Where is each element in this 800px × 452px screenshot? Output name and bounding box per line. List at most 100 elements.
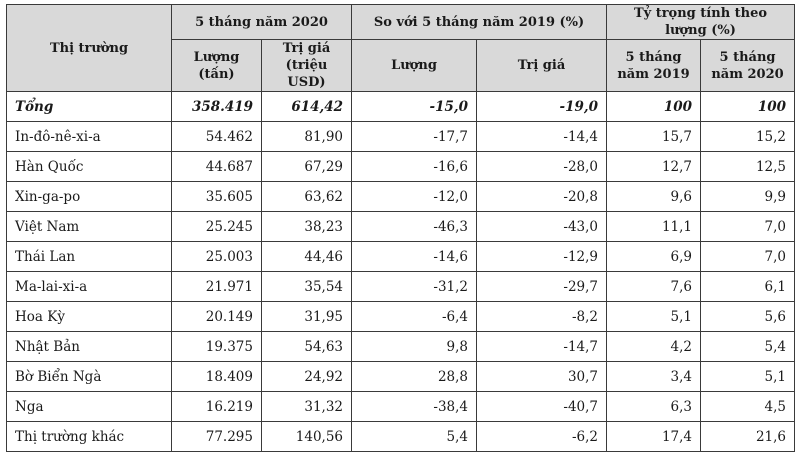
cell-qty: 25.003 xyxy=(171,241,262,272)
cell-chg-qty: -38,4 xyxy=(351,391,478,422)
cell-share-2019: 17,4 xyxy=(606,421,702,452)
cell-share-2020: 4,5 xyxy=(700,391,796,422)
cell-share-2020: 15,2 xyxy=(700,121,796,152)
header-share-2020: 5 tháng năm 2020 xyxy=(700,39,796,92)
cell-chg-qty: -31,2 xyxy=(351,271,478,302)
cell-value: 140,56 xyxy=(260,421,353,452)
cell-chg-value: -19,0 xyxy=(476,91,608,122)
cell-share-2020: 5,1 xyxy=(700,361,796,392)
cell-qty: 44.687 xyxy=(171,151,262,182)
cell-market: Xin-ga-po xyxy=(6,181,172,212)
cell-chg-qty: -17,7 xyxy=(351,121,478,152)
cell-chg-qty: -46,3 xyxy=(351,211,478,242)
cell-chg-qty: 28,8 xyxy=(351,361,478,392)
cell-share-2019: 11,1 xyxy=(606,211,702,242)
cell-value: 614,42 xyxy=(260,91,353,122)
cell-chg-qty: -15,0 xyxy=(351,91,478,122)
cell-share-2020: 6,1 xyxy=(700,271,796,302)
table-row: Thị trường khác 77.295 140,56 5,4 -6,2 1… xyxy=(6,421,796,452)
cell-share-2020: 7,0 xyxy=(700,211,796,242)
cell-qty: 18.409 xyxy=(171,361,262,392)
cell-qty: 77.295 xyxy=(171,421,262,452)
cell-share-2020: 7,0 xyxy=(700,241,796,272)
cell-chg-value: -40,7 xyxy=(476,391,608,422)
cell-chg-qty: -12,0 xyxy=(351,181,478,212)
cell-qty: 16.219 xyxy=(171,391,262,422)
table-row: Nhật Bản 19.375 54,63 9,8 -14,7 4,2 5,4 xyxy=(6,331,796,362)
cell-market: In-đô-nê-xi-a xyxy=(6,121,172,152)
cell-chg-value: -20,8 xyxy=(476,181,608,212)
cell-value: 44,46 xyxy=(260,241,353,272)
cell-market: Hàn Quốc xyxy=(6,151,172,182)
cell-chg-value: -28,0 xyxy=(476,151,608,182)
cell-share-2019: 6,3 xyxy=(606,391,702,422)
cell-qty: 25.245 xyxy=(171,211,262,242)
cell-market: Thái Lan xyxy=(6,241,172,272)
cell-share-2019: 6,9 xyxy=(606,241,702,272)
cell-market: Việt Nam xyxy=(6,211,172,242)
cell-value: 67,29 xyxy=(260,151,353,182)
header-chg-value: Trị giá xyxy=(476,39,608,92)
table-row: In-đô-nê-xi-a 54.462 81,90 -17,7 -14,4 1… xyxy=(6,121,796,152)
cell-share-2019: 3,4 xyxy=(606,361,702,392)
cell-share-2020: 5,6 xyxy=(700,301,796,332)
cell-market: Ma-lai-xi-a xyxy=(6,271,172,302)
table-row: Thái Lan 25.003 44,46 -14,6 -12,9 6,9 7,… xyxy=(6,241,796,272)
table-row: Bờ Biển Ngà 18.409 24,92 28,8 30,7 3,4 5… xyxy=(6,361,796,392)
table-row-total: Tổng 358.419 614,42 -15,0 -19,0 100 100 xyxy=(6,91,796,122)
top-edge-mask xyxy=(0,0,800,4)
cell-chg-value: 30,7 xyxy=(476,361,608,392)
cell-chg-value: -8,2 xyxy=(476,301,608,332)
header-chg-qty: Lượng xyxy=(351,39,478,92)
header-share-2019: 5 tháng năm 2019 xyxy=(606,39,702,92)
cell-value: 54,63 xyxy=(260,331,353,362)
cell-chg-qty: 5,4 xyxy=(351,421,478,452)
header-group-5months-2020: 5 tháng năm 2020 xyxy=(170,4,353,40)
cell-share-2020: 9,9 xyxy=(700,181,796,212)
cell-chg-value: -14,4 xyxy=(476,121,608,152)
cell-chg-qty: 9,8 xyxy=(351,331,478,362)
cell-market: Nga xyxy=(6,391,172,422)
cell-market: Hoa Kỳ xyxy=(6,301,172,332)
market-table: Thị trường 5 tháng năm 2020 So với 5 thá… xyxy=(6,4,796,452)
cell-share-2019: 15,7 xyxy=(606,121,702,152)
cell-qty: 358.419 xyxy=(171,91,262,122)
cell-qty: 20.149 xyxy=(171,301,262,332)
table-row: Hàn Quốc 44.687 67,29 -16,6 -28,0 12,7 1… xyxy=(6,151,796,182)
cell-share-2019: 9,6 xyxy=(606,181,702,212)
cell-market: Bờ Biển Ngà xyxy=(6,361,172,392)
cell-share-2019: 7,6 xyxy=(606,271,702,302)
cell-market: Nhật Bản xyxy=(6,331,172,362)
header-group-share: Tỷ trọng tính theo lượng (%) xyxy=(606,4,796,40)
cell-chg-value: -29,7 xyxy=(476,271,608,302)
cell-value: 31,32 xyxy=(260,391,353,422)
cell-chg-value: -12,9 xyxy=(476,241,608,272)
cell-share-2020: 100 xyxy=(700,91,796,122)
cell-qty: 54.462 xyxy=(171,121,262,152)
cell-share-2019: 4,2 xyxy=(606,331,702,362)
cell-share-2019: 100 xyxy=(606,91,702,122)
table-row: Xin-ga-po 35.605 63,62 -12,0 -20,8 9,6 9… xyxy=(6,181,796,212)
cell-market: Thị trường khác xyxy=(6,421,172,452)
cell-value: 24,92 xyxy=(260,361,353,392)
table-row: Việt Nam 25.245 38,23 -46,3 -43,0 11,1 7… xyxy=(6,211,796,242)
cell-share-2019: 12,7 xyxy=(606,151,702,182)
cell-chg-value: -6,2 xyxy=(476,421,608,452)
cell-share-2020: 5,4 xyxy=(700,331,796,362)
cell-qty: 35.605 xyxy=(171,181,262,212)
cell-share-2020: 21,6 xyxy=(700,421,796,452)
cell-value: 81,90 xyxy=(260,121,353,152)
cell-qty: 21.971 xyxy=(171,271,262,302)
table-row: Nga 16.219 31,32 -38,4 -40,7 6,3 4,5 xyxy=(6,391,796,422)
cell-value: 38,23 xyxy=(260,211,353,242)
header-market: Thị trường xyxy=(6,4,172,92)
cell-chg-qty: -14,6 xyxy=(351,241,478,272)
header-qty-tons: Lượng (tấn) xyxy=(171,39,262,92)
table-row: Ma-lai-xi-a 21.971 35,54 -31,2 -29,7 7,6… xyxy=(6,271,796,302)
cell-value: 63,62 xyxy=(260,181,353,212)
cell-market: Tổng xyxy=(6,91,172,122)
header-value-musd: Trị giá (triệu USD) xyxy=(260,39,353,92)
cell-chg-value: -43,0 xyxy=(476,211,608,242)
cell-share-2020: 12,5 xyxy=(700,151,796,182)
cell-qty: 19.375 xyxy=(171,331,262,362)
